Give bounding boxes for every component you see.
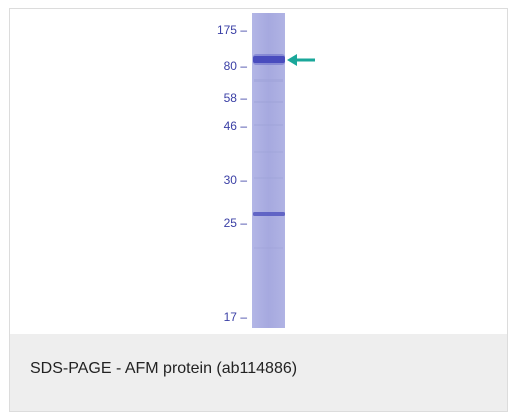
- marker-label: 46 –: [224, 119, 248, 133]
- marker-label: 175 –: [217, 23, 247, 37]
- lane-smear: [254, 79, 283, 82]
- sds-page-gel-image: 175 – 80 – 58 – 46 – 30 – 25 – 17 –: [217, 13, 315, 328]
- lane-smear: [254, 151, 283, 153]
- gel-lane: [252, 13, 285, 328]
- product-image-card: 175 – 80 – 58 – 46 – 30 – 25 – 17 – SDS-…: [9, 8, 508, 412]
- marker-label: 25 –: [224, 216, 248, 230]
- band-arrow-icon: [287, 54, 315, 66]
- protein-band-lower: [253, 212, 285, 216]
- image-caption: SDS-PAGE - AFM protein (ab114886): [30, 360, 298, 377]
- gel-image-area: 175 – 80 – 58 – 46 – 30 – 25 – 17 –: [10, 9, 507, 334]
- protein-band-main: [253, 56, 285, 63]
- marker-label: 30 –: [224, 173, 248, 187]
- lane-smear: [254, 247, 283, 249]
- marker-label: 58 –: [224, 91, 248, 105]
- lane-smear: [254, 124, 283, 126]
- caption-bar: SDS-PAGE - AFM protein (ab114886): [10, 334, 507, 411]
- protein-band-main-halo: [253, 54, 285, 65]
- lane-smear: [254, 177, 283, 179]
- marker-label: 80 –: [224, 59, 248, 73]
- marker-label: 17 –: [224, 310, 248, 324]
- lane-smear: [254, 101, 283, 103]
